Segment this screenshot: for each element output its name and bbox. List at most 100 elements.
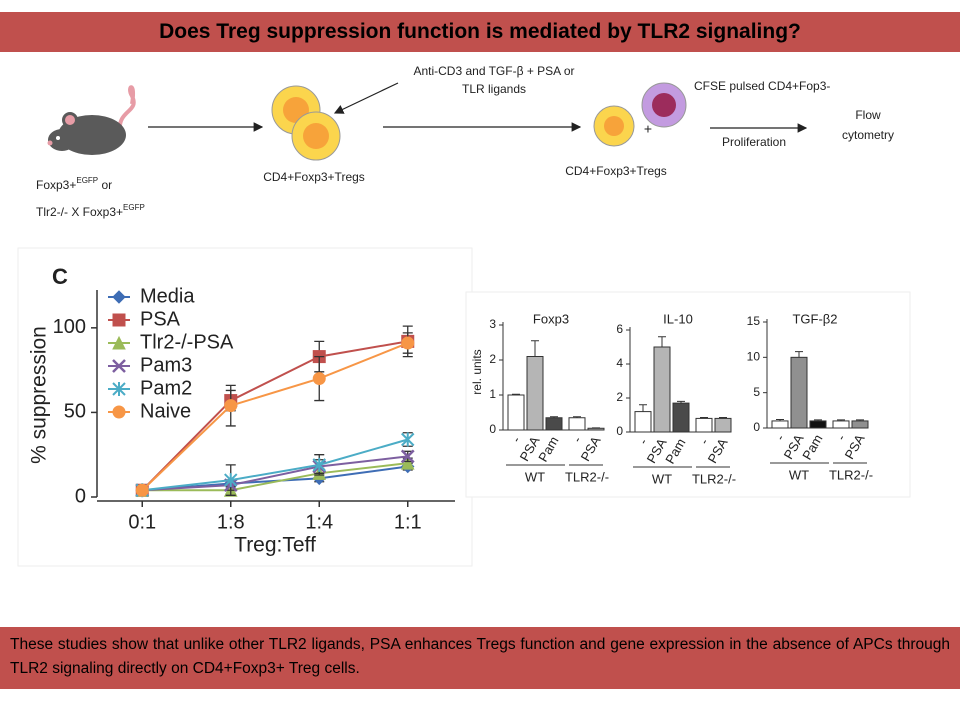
error-bar [856, 419, 864, 421]
y-axis-label: % suppression [28, 326, 51, 464]
bar [809, 420, 827, 429]
group-label: TLR2-/- [829, 467, 873, 482]
mouse-label: Foxp3+EGFP or [36, 176, 112, 192]
chart-title: TGF-β2 [792, 311, 837, 326]
bar [634, 411, 652, 433]
legend-label: Media [140, 285, 195, 307]
error-bar [700, 417, 708, 419]
bar [714, 417, 732, 433]
point [135, 483, 149, 497]
x-tick-label: - [696, 436, 711, 447]
error-bar [776, 419, 784, 421]
coculture-cells [593, 82, 687, 147]
x-tick-label: - [569, 434, 584, 445]
legend-label: PSA [140, 308, 181, 330]
plus-sign: + [644, 121, 652, 137]
y-tick-label: 4 [616, 356, 623, 370]
arrow-label: Proliferation [722, 135, 786, 149]
x-tick-label: - [508, 434, 523, 445]
cell-label: CD4+Foxp3+Tregs [263, 170, 365, 184]
bar [695, 417, 713, 433]
x-tick-label: - [833, 432, 848, 443]
legend-label: Pam2 [140, 377, 192, 399]
bar [653, 346, 671, 433]
y-tick-label: 0 [753, 420, 760, 434]
bar [771, 420, 789, 429]
y-tick-label: 100 [53, 316, 86, 338]
x-tick-label: - [772, 432, 787, 443]
mouse-label: Tlr2-/- X Foxp3+EGFP [36, 203, 145, 219]
bar [672, 402, 690, 433]
stimulus-label: Anti-CD3 and TGF-β + PSA or [413, 64, 574, 78]
y-tick-label: 0 [75, 485, 86, 507]
slide-conclusion: These studies show that unlike other TLR… [0, 627, 960, 689]
cell-label: CD4+Foxp3+Tregs [565, 164, 667, 178]
point [224, 473, 238, 488]
bar [587, 427, 605, 431]
point [401, 432, 415, 447]
error-bar [814, 419, 822, 421]
x-tick-label: - [635, 436, 650, 447]
error-bar [658, 336, 666, 347]
y-tick-label: 5 [753, 385, 760, 399]
chart-title: Foxp3 [533, 311, 569, 326]
legend-label: Tlr2-/-PSA [140, 331, 234, 353]
legend-marker [112, 382, 126, 396]
y-tick-label: 10 [747, 350, 761, 364]
error-bar [677, 400, 685, 404]
y-tick-label: 0 [489, 422, 496, 436]
legend-label: Naive [140, 400, 191, 422]
y-tick-label: 1 [489, 387, 496, 401]
point [400, 449, 415, 464]
error-bar [550, 416, 558, 418]
treg-cells [271, 85, 341, 161]
error-bar [719, 417, 727, 419]
legend-marker [112, 405, 126, 419]
group-label: WT [525, 469, 545, 484]
point [312, 372, 326, 386]
bar [832, 420, 850, 429]
y-tick-label: 6 [616, 322, 623, 336]
group-label: WT [789, 467, 809, 482]
legend-marker [112, 313, 126, 327]
error-bar [573, 416, 581, 418]
point [224, 399, 238, 413]
bar [851, 420, 869, 429]
legend-label: Pam3 [140, 354, 192, 376]
y-tick-label: 50 [64, 401, 86, 423]
mouse-icon [47, 85, 136, 155]
arrow [333, 82, 399, 114]
group-label: WT [652, 471, 672, 486]
bar [507, 394, 525, 431]
legend-marker [112, 335, 126, 350]
y-tick-label: 0 [616, 424, 623, 438]
panel-label: C [52, 264, 68, 289]
series-line [142, 438, 409, 492]
stimulus-label: TLR ligands [462, 82, 526, 96]
point [312, 457, 326, 472]
slide-title: Does Treg suppression function is mediat… [0, 12, 960, 52]
y-tick-label: 2 [616, 390, 623, 404]
readout-label: cytometry [842, 128, 894, 142]
x-tick-label: 1:1 [394, 511, 422, 533]
readout-label: Flow [855, 108, 881, 122]
responder-label: CFSE pulsed CD4+Fop3- [694, 79, 830, 93]
group-label: TLR2-/- [565, 469, 609, 484]
bar [545, 417, 563, 431]
bar [526, 356, 544, 431]
series-line [141, 342, 409, 491]
chart-title: IL-10 [663, 311, 693, 326]
bar [790, 356, 808, 429]
error-bar [837, 419, 845, 421]
error-bar [639, 404, 647, 412]
panel-c [17, 247, 473, 567]
series-line [142, 455, 408, 492]
point [401, 336, 415, 350]
error-bar [531, 340, 539, 357]
series-line [142, 462, 408, 492]
x-tick-label: 0:1 [128, 511, 156, 533]
error-bar [512, 393, 520, 395]
legend-marker [112, 290, 126, 304]
